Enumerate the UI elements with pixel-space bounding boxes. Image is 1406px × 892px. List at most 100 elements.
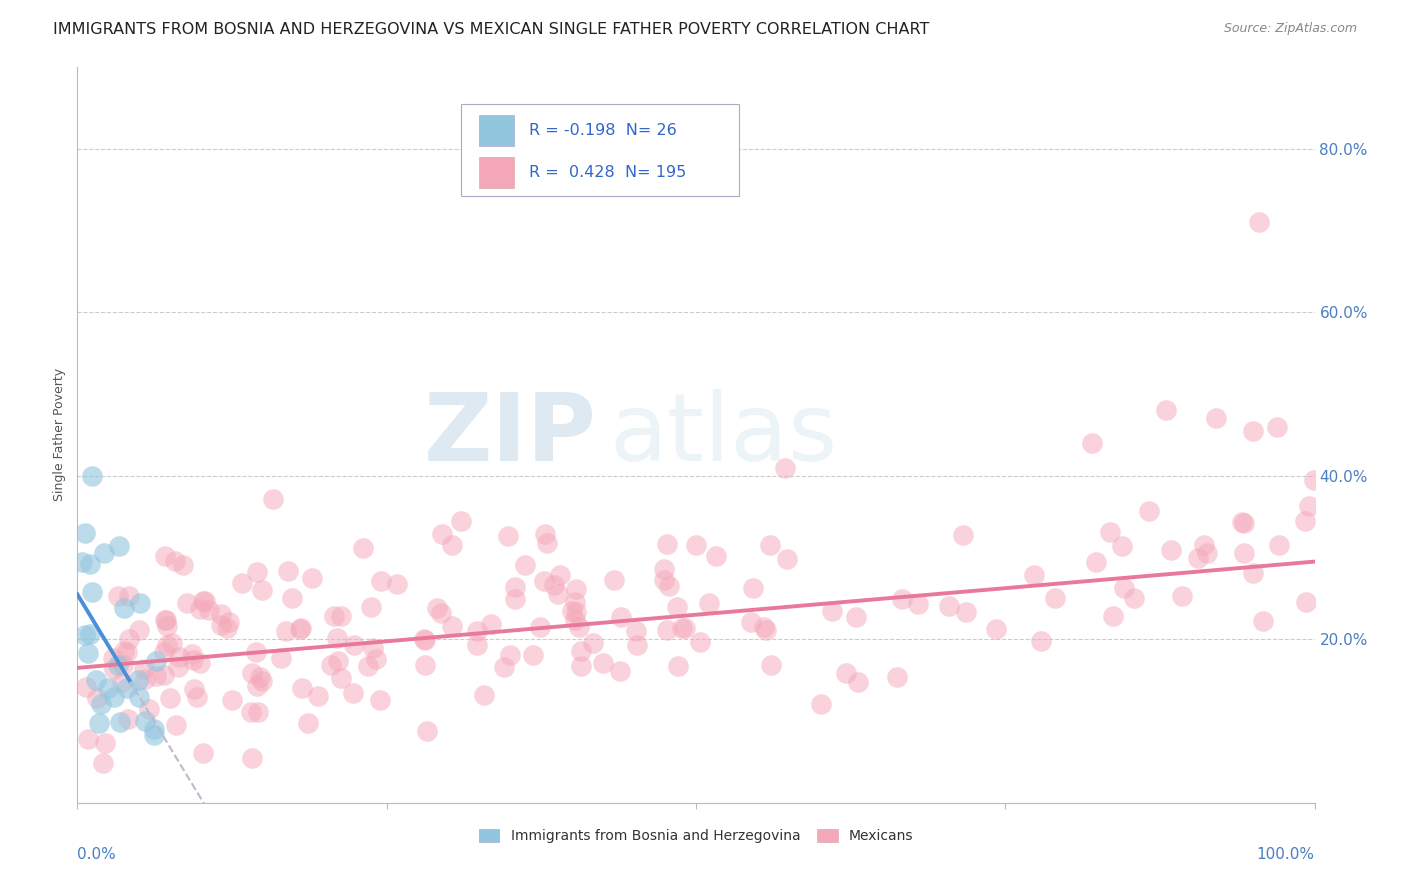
Point <box>153 613 176 627</box>
Point <box>582 636 605 650</box>
Point <box>215 621 238 635</box>
Point <box>240 751 263 765</box>
Point <box>142 728 165 742</box>
Point <box>167 649 190 664</box>
Point <box>301 571 323 585</box>
Point <box>472 689 495 703</box>
Point <box>561 604 583 618</box>
Point <box>107 539 129 553</box>
Point <box>155 613 177 627</box>
Point <box>1247 215 1270 229</box>
Point <box>87 716 110 731</box>
Point <box>132 662 155 676</box>
Point <box>363 640 385 655</box>
Point <box>759 657 782 672</box>
Point <box>342 685 364 699</box>
Point <box>323 609 346 624</box>
Point <box>569 644 592 658</box>
Point <box>101 651 124 665</box>
Point <box>564 595 586 609</box>
Point <box>1112 582 1135 596</box>
Point <box>624 624 647 638</box>
Point <box>529 620 551 634</box>
Point <box>134 672 156 686</box>
Text: Source: ZipAtlas.com: Source: ZipAtlas.com <box>1223 22 1357 36</box>
Point <box>602 574 624 588</box>
Text: 0.0%: 0.0% <box>77 847 117 863</box>
Point <box>1295 594 1317 608</box>
Point <box>115 681 138 696</box>
Text: atlas: atlas <box>609 389 838 481</box>
Point <box>291 681 314 696</box>
Point <box>112 657 135 672</box>
Point <box>754 624 776 638</box>
Text: R =  0.428  N= 195: R = 0.428 N= 195 <box>529 165 686 179</box>
Point <box>167 660 190 674</box>
Point <box>115 645 138 659</box>
Point <box>569 659 592 673</box>
Point <box>515 558 537 573</box>
Point <box>288 622 311 636</box>
Point <box>1043 591 1066 606</box>
Point <box>343 638 366 652</box>
FancyBboxPatch shape <box>479 157 515 187</box>
Point <box>356 659 378 673</box>
Point <box>1192 538 1215 552</box>
Point <box>191 746 214 760</box>
Point <box>465 624 488 638</box>
Point <box>183 682 205 697</box>
Point <box>952 528 974 542</box>
Point <box>1099 524 1122 539</box>
Point <box>1102 609 1125 624</box>
Point <box>1085 555 1108 569</box>
Point <box>655 624 678 638</box>
Point <box>197 603 219 617</box>
Point <box>658 579 681 593</box>
Point <box>706 549 728 563</box>
Point <box>245 645 267 659</box>
Point <box>1268 538 1291 552</box>
Point <box>180 648 202 662</box>
Text: ZIP: ZIP <box>425 389 598 481</box>
Point <box>699 595 721 609</box>
Point <box>413 632 436 647</box>
Point <box>1233 546 1256 560</box>
Point <box>326 655 349 669</box>
Point <box>845 610 868 624</box>
Point <box>533 574 555 589</box>
Point <box>1187 550 1209 565</box>
Point <box>368 693 391 707</box>
Point <box>1111 539 1133 553</box>
Point <box>93 736 115 750</box>
Point <box>107 657 129 672</box>
Point <box>773 460 796 475</box>
Point <box>75 680 97 694</box>
Point <box>986 622 1008 636</box>
Point <box>505 591 527 606</box>
Point <box>181 653 204 667</box>
Point <box>1241 424 1264 438</box>
Point <box>685 538 707 552</box>
Point <box>240 666 263 681</box>
Point <box>450 514 472 528</box>
Point <box>426 601 449 615</box>
Point <box>503 581 526 595</box>
Point <box>128 623 150 637</box>
Point <box>821 604 844 618</box>
Point <box>246 679 269 693</box>
Point <box>110 714 132 729</box>
Point <box>429 606 451 620</box>
Point <box>492 660 515 674</box>
Point <box>1137 504 1160 518</box>
Point <box>165 554 187 568</box>
Y-axis label: Single Father Poverty: Single Father Poverty <box>53 368 66 501</box>
Point <box>547 587 569 601</box>
Point <box>128 690 150 704</box>
Point <box>249 670 271 684</box>
Point <box>754 620 776 634</box>
Point <box>239 705 262 719</box>
Point <box>440 619 463 633</box>
Point <box>84 673 107 687</box>
Point <box>366 652 388 666</box>
Point <box>810 697 832 711</box>
